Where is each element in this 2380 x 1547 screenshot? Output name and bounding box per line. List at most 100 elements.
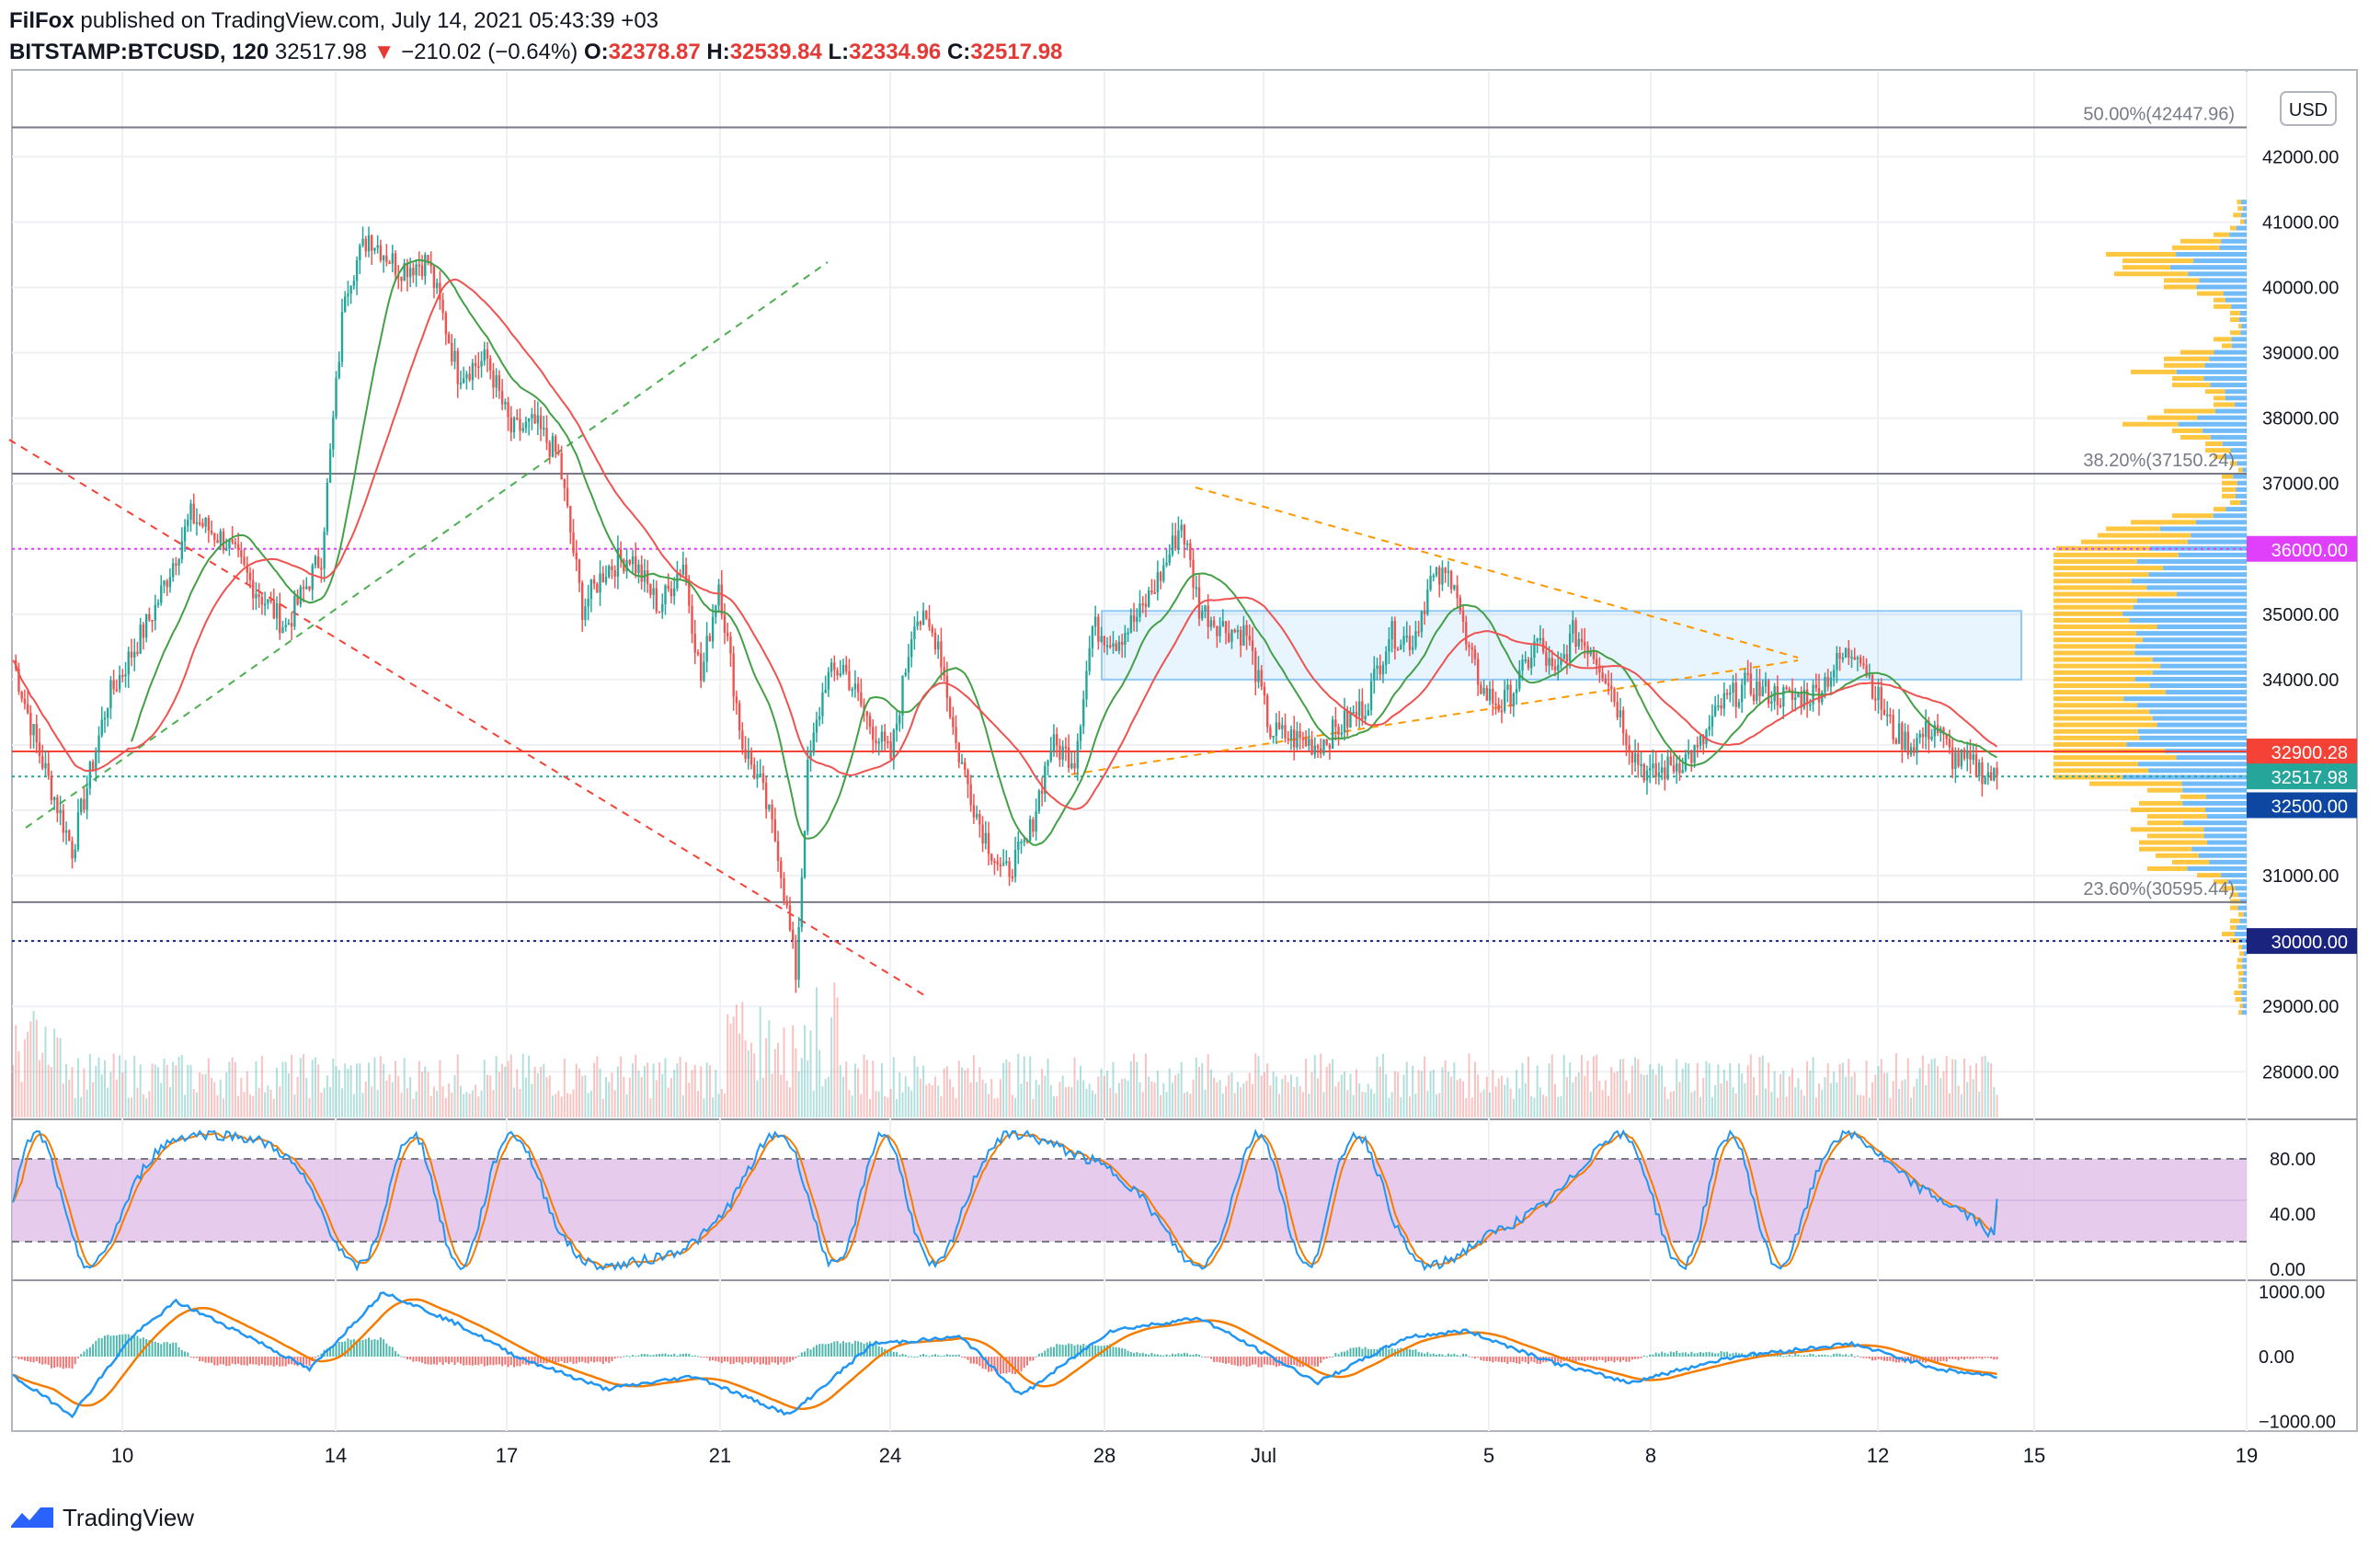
profile-buy-bar	[2243, 951, 2247, 957]
candle-body	[527, 418, 531, 422]
candle-body	[981, 824, 984, 844]
profile-buy-bar	[2243, 970, 2247, 976]
volume-bar	[1492, 1070, 1494, 1117]
volume-bar	[119, 1055, 121, 1117]
candle-body	[1465, 622, 1468, 645]
macd-histogram-bar	[608, 1357, 611, 1363]
tradingview-footer[interactable]: TradingView	[9, 1501, 194, 1534]
macd-histogram-bar	[581, 1357, 584, 1362]
volume-bar	[1174, 1074, 1177, 1117]
volume-bar	[673, 1070, 676, 1117]
macd-histogram-bar	[453, 1357, 456, 1366]
volume-bar	[1527, 1056, 1529, 1117]
macd-histogram-bar	[1696, 1353, 1699, 1357]
volume-bar	[1408, 1096, 1411, 1117]
candle-body	[1836, 653, 1838, 670]
candle-body	[1696, 745, 1699, 748]
candle-body	[1539, 637, 1542, 640]
candle-body	[1438, 567, 1441, 585]
candle-body	[1476, 659, 1480, 685]
volume-bar	[1592, 1056, 1595, 1117]
macd-histogram-bar	[1598, 1357, 1601, 1360]
candle-body	[1272, 736, 1275, 739]
volume-bar	[1245, 1081, 1248, 1117]
macd-histogram-bar	[1966, 1357, 1969, 1359]
profile-sell-bar	[2131, 369, 2177, 374]
volume-bar	[127, 1097, 130, 1117]
candle-body	[800, 877, 804, 927]
volume-bar	[1882, 1072, 1885, 1117]
candle-body	[969, 784, 972, 806]
close-value: 32517.98	[970, 40, 1063, 64]
volume-bar	[1198, 1066, 1200, 1117]
macd-histogram-bar	[1005, 1357, 1008, 1374]
macd-histogram-bar	[1874, 1357, 1877, 1361]
profile-sell-bar	[2172, 859, 2210, 865]
candle-body	[38, 742, 41, 757]
volume-bar	[949, 1079, 952, 1117]
macd-histogram-bar	[1681, 1352, 1684, 1357]
price-level-badge-label: 36000.00	[2271, 541, 2348, 561]
candle-body	[1889, 714, 1892, 716]
sma50-line	[131, 258, 1998, 846]
profile-sell-bar	[2222, 932, 2235, 937]
profile-sell-bar	[2222, 493, 2236, 498]
candle-body	[1607, 682, 1610, 686]
candle-body	[177, 558, 180, 566]
candle-body	[1103, 636, 1105, 646]
volume-bar	[391, 1082, 394, 1117]
symbol-name[interactable]: BITSTAMP:BTCUSD, 120	[9, 40, 269, 64]
macd-histogram-bar	[1892, 1357, 1894, 1362]
currency-badge[interactable]: USD	[2280, 91, 2337, 126]
candle-body	[1037, 790, 1041, 812]
macd-histogram-bar	[1174, 1354, 1177, 1357]
macd-histogram-bar	[1405, 1347, 1408, 1357]
volume-bar	[581, 1076, 584, 1117]
macd-histogram-bar	[788, 1357, 791, 1362]
macd-histogram-bar	[1441, 1354, 1444, 1357]
volume-bar	[623, 1076, 625, 1117]
macd-histogram-bar	[151, 1340, 154, 1357]
volume-bar	[773, 1049, 776, 1117]
macd-histogram-bar	[219, 1357, 222, 1365]
candle-body	[649, 584, 652, 595]
volume-bar	[97, 1057, 100, 1117]
candle-body	[1536, 638, 1539, 642]
volume-bar	[664, 1058, 667, 1117]
volume-bar	[465, 1092, 468, 1117]
triangle-lower-line[interactable]	[1070, 659, 1799, 775]
macd-histogram-bar	[1993, 1357, 1996, 1360]
macd-histogram-bar	[272, 1357, 275, 1367]
candle-body	[1500, 710, 1504, 713]
volume-bar	[216, 1094, 219, 1117]
macd-histogram-bar	[664, 1353, 667, 1357]
macd-histogram-bar	[498, 1357, 500, 1365]
macd-histogram-bar	[441, 1357, 444, 1365]
macd-histogram-bar	[168, 1343, 171, 1357]
volume-bar	[1990, 1063, 1993, 1117]
volume-bar	[780, 1074, 783, 1117]
macd-histogram-bar	[853, 1340, 856, 1357]
profile-sell-bar	[2205, 448, 2231, 453]
profile-buy-bar	[2210, 434, 2247, 440]
volume-bar	[1468, 1053, 1470, 1117]
macd-histogram-bar	[1688, 1354, 1690, 1357]
uptrend-line[interactable]	[25, 261, 829, 829]
volume-bar	[1473, 1061, 1476, 1117]
last-price: 32517.98	[274, 40, 368, 64]
stoch-d-line	[12, 1131, 1998, 1268]
volume-bar	[747, 1049, 749, 1117]
volume-bar	[1082, 1080, 1085, 1117]
volume-bar	[1242, 1083, 1245, 1117]
candle-body	[1785, 687, 1788, 690]
macd-histogram-bar	[1162, 1355, 1165, 1357]
candle-body	[928, 618, 931, 628]
candle-body	[1722, 693, 1726, 709]
volume-bar	[1201, 1062, 1204, 1117]
volume-bar	[1906, 1058, 1909, 1117]
candle-body	[88, 762, 92, 789]
macd-histogram-bar	[418, 1357, 420, 1362]
author-name[interactable]: FilFox	[9, 8, 74, 33]
volume-bar	[1898, 1089, 1901, 1117]
